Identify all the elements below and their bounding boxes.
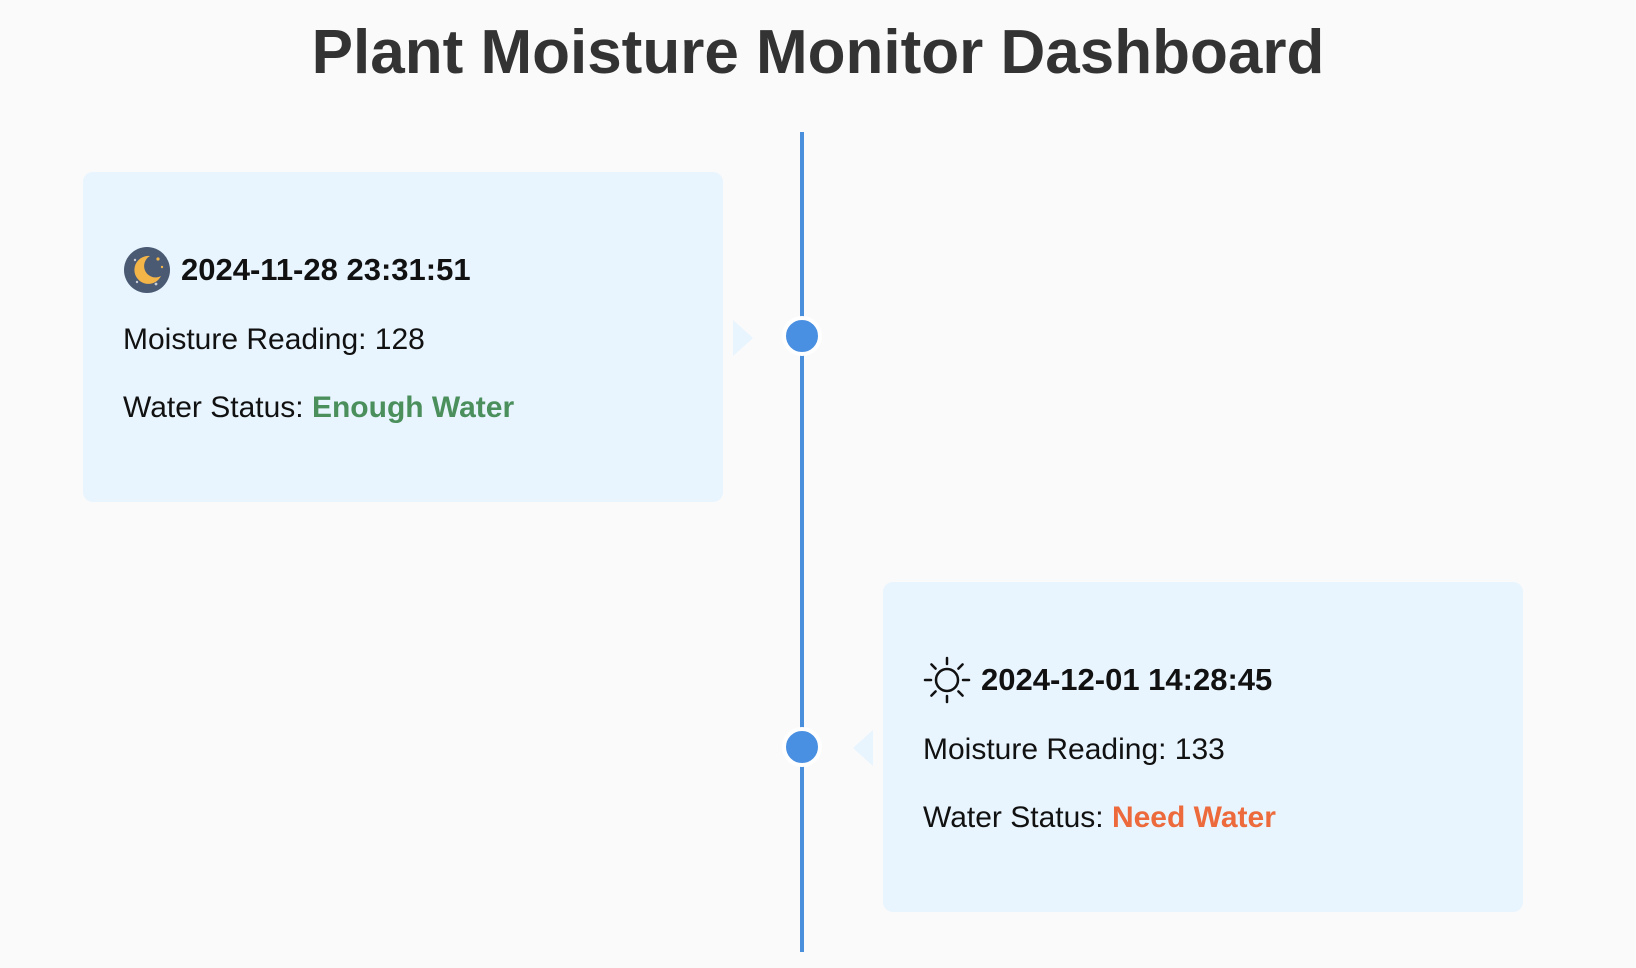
reading-timestamp: 2024-11-28 23:31:51 — [181, 252, 471, 287]
reading-card: 2024-12-01 14:28:45 Moisture Reading: 13… — [883, 582, 1523, 912]
moon-icon — [123, 246, 171, 294]
status-value: Need Water — [1111, 801, 1276, 834]
status-label: Water Status: — [923, 801, 1112, 834]
card-header: 2024-12-01 14:28:45 — [923, 654, 1483, 706]
card-header: 2024-11-28 23:31:51 — [123, 244, 683, 296]
status-value: Enough Water — [311, 391, 515, 424]
timeline-dot — [782, 316, 822, 356]
moisture-value: 133 — [1174, 733, 1225, 766]
moisture-label: Moisture Reading: — [123, 323, 375, 356]
moisture-reading: Moisture Reading: 133 — [923, 726, 1483, 774]
card-pointer — [853, 730, 873, 766]
timeline-dot — [782, 727, 822, 767]
reading-card: 2024-11-28 23:31:51 Moisture Reading: 12… — [83, 172, 723, 502]
moisture-label: Moisture Reading: — [923, 733, 1175, 766]
moisture-value: 128 — [374, 323, 425, 356]
page-title: Plant Moisture Monitor Dashboard — [311, 18, 1325, 87]
sun-icon — [923, 656, 971, 704]
moisture-reading: Moisture Reading: 128 — [123, 316, 683, 364]
water-status: Water Status: Enough Water — [123, 384, 683, 432]
timeline-line — [800, 132, 804, 952]
reading-timestamp: 2024-12-01 14:28:45 — [981, 662, 1273, 697]
card-pointer — [733, 320, 753, 356]
water-status: Water Status: Need Water — [923, 794, 1483, 842]
status-label: Water Status: — [123, 391, 312, 424]
